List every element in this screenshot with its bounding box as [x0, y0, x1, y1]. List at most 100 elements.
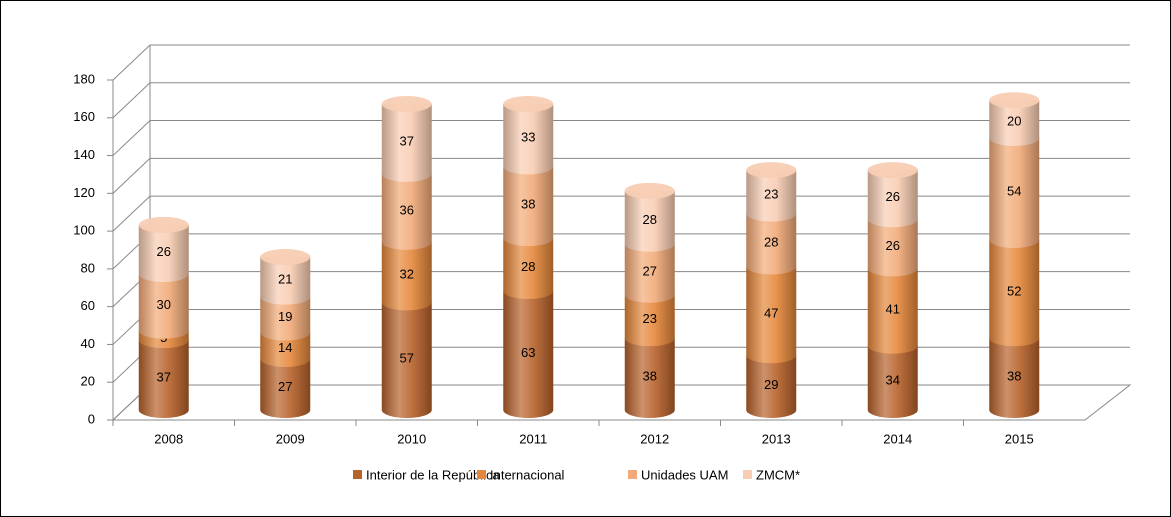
x-tick-label: 2014 [883, 431, 912, 446]
y-tick-label: 80 [81, 260, 95, 275]
cylinder-segment [624, 190, 675, 252]
y-tick-label: 120 [73, 185, 95, 200]
value-label: 34 [886, 372, 900, 387]
legend-label: Unidades UAM [641, 467, 728, 482]
cylinder-top [260, 249, 311, 265]
grid-line [112, 195, 1130, 232]
cylinder-segment [381, 302, 432, 418]
cylinder-segment [746, 355, 797, 418]
value-label: 33 [521, 130, 535, 145]
cylinder-segment [260, 296, 311, 341]
value-label: 38 [643, 369, 657, 384]
value-label: 36 [400, 202, 414, 217]
cylinder-segment [138, 340, 189, 418]
value-label: 27 [278, 379, 292, 394]
cylinder-segment [867, 345, 918, 418]
cylinder-segment [989, 138, 1040, 248]
cylinder-segment [503, 238, 554, 299]
cylinder-segment [503, 166, 554, 247]
cylinder-segment [503, 291, 554, 418]
cylinder-top [624, 182, 675, 199]
y-tick-label: 160 [73, 109, 95, 124]
cylinder-segment [260, 257, 311, 305]
value-label: 27 [643, 264, 657, 279]
cylinder-segment [746, 266, 797, 364]
x-tick-label: 2011 [519, 431, 547, 446]
value-label: 37 [157, 369, 171, 384]
cylinder-segment [138, 224, 189, 282]
cylinder-segment [989, 100, 1040, 146]
cylinder-segment [867, 170, 918, 228]
legend-label: Interior de la República [366, 467, 500, 482]
value-label: 26 [157, 244, 171, 259]
value-label: 29 [764, 377, 778, 392]
y-tick-label: 20 [81, 374, 95, 389]
cylinder-segment [381, 104, 432, 182]
cylinder-segment [138, 274, 189, 339]
x-tick-label: 2012 [640, 431, 669, 446]
y-tick-label: 40 [81, 336, 95, 351]
grid-line [112, 44, 1130, 81]
cylinder-segment [381, 173, 432, 250]
value-label: 38 [1007, 369, 1021, 384]
value-label: 14 [278, 340, 292, 355]
legend-swatch [743, 470, 752, 479]
cylinder-top [746, 162, 797, 179]
cylinder-top [138, 216, 189, 233]
value-label: 21 [278, 271, 292, 286]
cylinder-segment [260, 359, 311, 418]
value-label: 30 [157, 297, 171, 312]
y-tick-label: 60 [81, 298, 95, 313]
value-label: 20 [1007, 114, 1021, 129]
value-label: 38 [521, 197, 535, 212]
x-tick-label: 2013 [762, 431, 791, 446]
value-label: 19 [278, 309, 292, 324]
value-label: 63 [521, 345, 535, 360]
cylinder-segment [989, 240, 1040, 347]
x-tick-label: 2015 [1005, 431, 1034, 446]
value-label: 23 [643, 311, 657, 326]
value-label: 52 [1007, 284, 1021, 299]
x-tick-label: 2008 [154, 431, 183, 446]
y-tick-label: 180 [73, 71, 95, 86]
legend-swatch [353, 470, 362, 479]
cylinder-segment [624, 243, 675, 303]
legend-label: Internacional [490, 467, 565, 482]
x-tick-label: 2009 [276, 431, 305, 446]
cylinder-segment [867, 268, 918, 354]
cylinder-top [503, 96, 554, 112]
x-tick-label: 2010 [397, 431, 426, 446]
value-label: 41 [886, 301, 900, 316]
cylinder-top [989, 92, 1040, 109]
value-label: 28 [764, 234, 778, 249]
cylinder-segment [503, 104, 554, 175]
value-label: 26 [886, 238, 900, 253]
cylinder-segment [867, 219, 918, 277]
cylinder-segment [624, 294, 675, 347]
cylinder-segment [260, 332, 311, 367]
value-label: 23 [764, 186, 778, 201]
cylinder-segment [381, 241, 432, 311]
cylinder-top [867, 162, 918, 179]
value-label: 47 [764, 305, 778, 320]
value-label: 54 [1007, 183, 1021, 198]
value-label: 28 [643, 212, 657, 227]
cylinder-top [381, 96, 432, 112]
value-label: 28 [521, 259, 535, 274]
value-label: 37 [400, 133, 414, 148]
y-tick-label: 140 [73, 147, 95, 162]
value-label: 26 [886, 189, 900, 204]
y-tick-label: 100 [73, 223, 95, 238]
grid-line [112, 157, 1130, 194]
grid-line [112, 82, 1130, 119]
cylinder-segment [989, 338, 1040, 418]
legend-swatch [477, 470, 486, 479]
grid-line [112, 120, 1130, 156]
legend-label: ZMCM* [756, 467, 800, 482]
value-label: 57 [400, 351, 414, 366]
y-tick-label: 0 [88, 411, 95, 426]
value-label: 32 [400, 267, 414, 282]
cylinder-segment [746, 170, 797, 222]
